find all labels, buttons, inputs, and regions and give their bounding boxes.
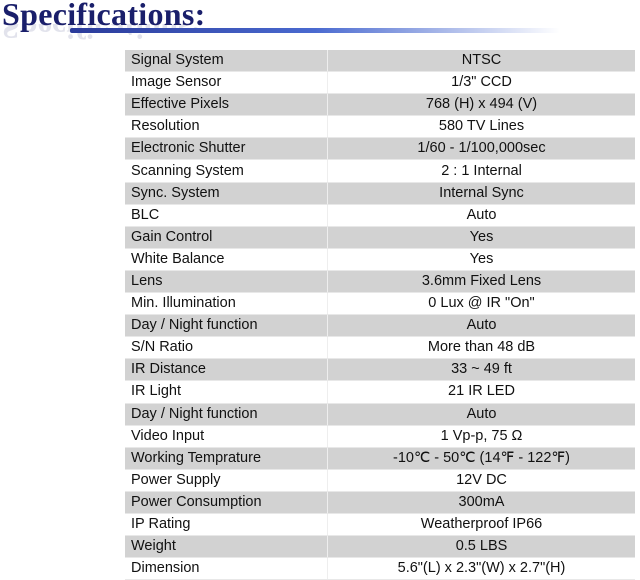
spec-row: Dimension 5.6"(L) x 2.3"(W) x 2.7"(H) xyxy=(125,557,635,580)
spec-row: IP Rating Weatherproof IP66 xyxy=(125,513,635,537)
spec-label: Resolution xyxy=(125,115,328,139)
spec-value: Internal Sync xyxy=(327,182,635,205)
spec-row: Gain Control Yes xyxy=(125,226,635,249)
spec-value: 3.6mm Fixed Lens xyxy=(327,270,635,294)
spec-row: Resolution 580 TV Lines xyxy=(125,115,635,139)
spec-value: 0.5 LBS xyxy=(327,535,635,559)
spec-value: 300mA xyxy=(327,491,635,514)
spec-value: Yes xyxy=(327,226,635,249)
spec-value: 580 TV Lines xyxy=(327,115,635,139)
spec-value: More than 48 dB xyxy=(327,336,635,360)
spec-row: Effective Pixels 768 (H) x 494 (V) xyxy=(125,93,635,117)
spec-row: Min. Illumination 0 Lux @ IR "On" xyxy=(125,292,635,316)
spec-label: Electronic Shutter xyxy=(125,137,328,161)
spec-value: 0 Lux @ IR "On" xyxy=(327,292,635,316)
spec-value: 21 IR LED xyxy=(327,380,635,404)
spec-label: Lens xyxy=(125,270,328,294)
spec-value: 768 (H) x 494 (V) xyxy=(327,93,635,117)
spec-label: Day / Night function xyxy=(125,314,328,338)
spec-value: 33 ~ 49 ft xyxy=(327,358,635,382)
spec-label: Scanning System xyxy=(125,159,328,183)
spec-label: Working Temprature xyxy=(125,447,328,470)
spec-label: Effective Pixels xyxy=(125,93,328,117)
spec-row: Working Temprature -10℃ - 50℃ (14℉ - 122℉… xyxy=(125,447,635,470)
spec-value: 1/60 - 1/100,000sec xyxy=(327,137,635,161)
spec-label: IP Rating xyxy=(125,513,328,537)
spec-row: IR Light 21 IR LED xyxy=(125,380,635,404)
spec-value: 1 Vp-p, 75 Ω xyxy=(327,425,635,448)
title-underline xyxy=(70,28,560,33)
spec-label: Sync. System xyxy=(125,182,328,205)
spec-label: IR Light xyxy=(125,380,328,404)
spec-label: Gain Control xyxy=(125,226,328,249)
spec-label: Image Sensor xyxy=(125,71,328,95)
spec-value: NTSC xyxy=(327,50,635,73)
spec-label: Day / Night function xyxy=(125,403,328,426)
spec-label: S/N Ratio xyxy=(125,336,328,360)
spec-label: IR Distance xyxy=(125,358,328,382)
page-title: Specifications: xyxy=(2,0,206,32)
spec-label: Min. Illumination xyxy=(125,292,328,316)
spec-row: Day / Night function Auto xyxy=(125,314,635,338)
spec-value: 12V DC xyxy=(327,469,635,492)
spec-value: Weatherproof IP66 xyxy=(327,513,635,537)
spec-value: Auto xyxy=(327,403,635,426)
spec-row: Day / Night function Auto xyxy=(125,403,635,426)
spec-value: -10℃ - 50℃ (14℉ - 122℉) xyxy=(327,447,635,470)
spec-row: Sync. System Internal Sync xyxy=(125,182,635,205)
spec-row: Signal System NTSC xyxy=(125,50,635,73)
spec-row: Lens 3.6mm Fixed Lens xyxy=(125,270,635,294)
spec-label: BLC xyxy=(125,204,328,227)
spec-row: Video Input 1 Vp-p, 75 Ω xyxy=(125,425,635,448)
spec-label: Video Input xyxy=(125,425,328,448)
spec-row: Scanning System 2 : 1 Internal xyxy=(125,159,635,183)
spec-label: Weight xyxy=(125,535,328,559)
spec-label: Dimension xyxy=(125,557,328,580)
spec-row: Electronic Shutter 1/60 - 1/100,000sec xyxy=(125,137,635,161)
spec-row: Power Consumption 300mA xyxy=(125,491,635,514)
spec-row: BLC Auto xyxy=(125,204,635,227)
spec-value: Auto xyxy=(327,204,635,227)
spec-row: S/N Ratio More than 48 dB xyxy=(125,336,635,360)
spec-row: Weight 0.5 LBS xyxy=(125,535,635,559)
spec-label: White Balance xyxy=(125,248,328,271)
spec-label: Signal System xyxy=(125,50,328,73)
spec-row: White Balance Yes xyxy=(125,248,635,271)
spec-label: Power Supply xyxy=(125,469,328,492)
specifications-table: Signal System NTSC Image Sensor 1/3" CCD Eff… xyxy=(125,50,635,580)
spec-label: Power Consumption xyxy=(125,491,328,514)
spec-row: Image Sensor 1/3" CCD xyxy=(125,71,635,95)
spec-value: Yes xyxy=(327,248,635,271)
spec-value: Auto xyxy=(327,314,635,338)
spec-row: IR Distance 33 ~ 49 ft xyxy=(125,358,635,382)
spec-value: 1/3" CCD xyxy=(327,71,635,95)
spec-row: Power Supply 12V DC xyxy=(125,469,635,492)
spec-value: 5.6"(L) x 2.3"(W) x 2.7"(H) xyxy=(327,557,635,580)
spec-value: 2 : 1 Internal xyxy=(327,159,635,183)
